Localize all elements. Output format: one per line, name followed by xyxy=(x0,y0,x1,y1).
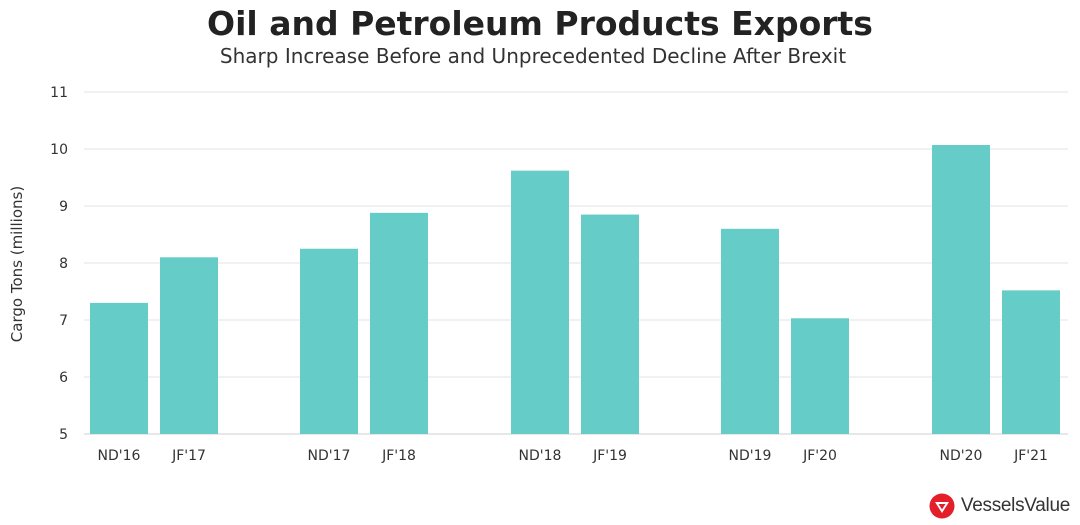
x-tick-label: ND'16 xyxy=(98,448,141,464)
x-tick-label: JF'19 xyxy=(592,448,627,464)
vesselsvalue-logo: VesselsValue xyxy=(929,493,1070,519)
x-axis-ticks: ND'16 JF'17 ND'17 JF'18 ND'18 JF'19 ND'19 JF'20… xyxy=(98,448,1048,464)
bar xyxy=(511,170,569,434)
x-tick-label: JF'21 xyxy=(1013,448,1048,464)
x-tick-label: ND'19 xyxy=(729,448,772,464)
bar xyxy=(581,214,639,434)
x-tick-label: JF'18 xyxy=(381,448,416,464)
x-tick-label: ND'20 xyxy=(940,448,983,464)
bar xyxy=(160,257,218,434)
x-tick-label: JF'20 xyxy=(802,448,837,464)
bars xyxy=(90,145,1060,434)
bar xyxy=(791,318,849,434)
y-tick-label: 5 xyxy=(59,427,68,443)
y-tick-label: 6 xyxy=(59,370,68,386)
y-axis-label: Cargo Tons (millions) xyxy=(8,186,26,342)
x-tick-label: ND'18 xyxy=(519,448,562,464)
chart-title: Oil and Petroleum Products Exports xyxy=(207,4,873,43)
bar xyxy=(1002,290,1060,434)
y-tick-label: 10 xyxy=(50,142,68,158)
chart-subtitle: Sharp Increase Before and Unprecedented … xyxy=(219,44,847,68)
bar xyxy=(300,248,358,434)
bar xyxy=(932,145,990,434)
x-tick-label: JF'17 xyxy=(171,448,206,464)
vesselsvalue-logo-icon xyxy=(929,493,955,519)
bar xyxy=(90,302,148,434)
y-tick-label: 8 xyxy=(59,256,68,272)
y-tick-label: 11 xyxy=(50,85,68,101)
logo-text: VesselsValue xyxy=(960,495,1070,516)
y-tick-label: 7 xyxy=(59,313,68,329)
bar xyxy=(370,212,428,434)
x-tick-label: ND'17 xyxy=(308,448,351,464)
y-axis-ticks: 5 6 7 8 9 10 11 xyxy=(50,85,68,443)
bar xyxy=(721,228,779,434)
y-tick-label: 9 xyxy=(59,199,68,215)
gridlines xyxy=(84,91,1068,435)
